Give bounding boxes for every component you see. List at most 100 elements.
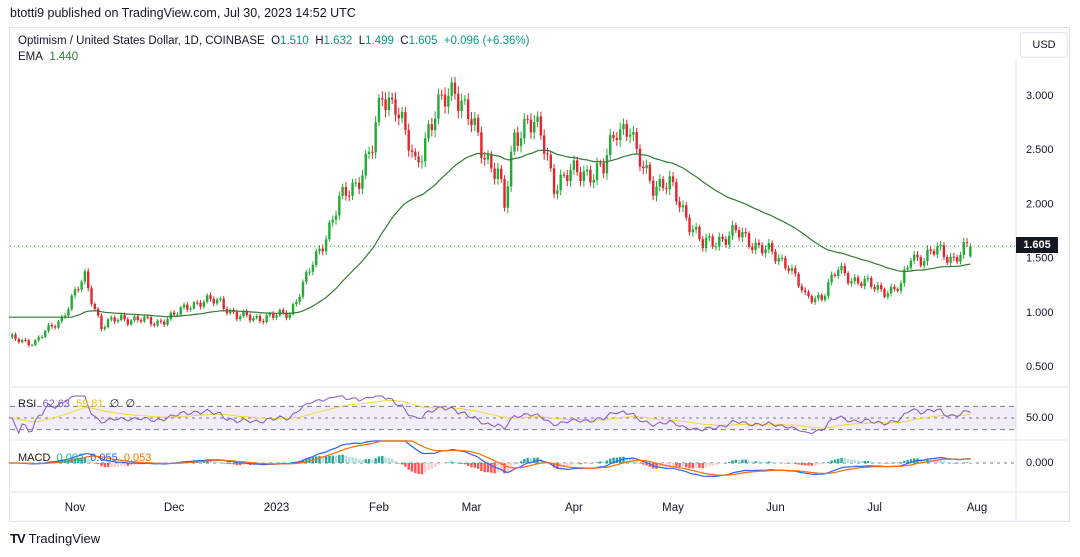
candle — [576, 156, 579, 176]
time-tick-label: 2023 — [264, 502, 290, 514]
macd-histogram-bar — [321, 456, 324, 463]
candle — [889, 283, 893, 297]
macd-histogram-bar — [959, 463, 962, 464]
time-tick-label: Feb — [369, 502, 389, 514]
candle-body — [817, 294, 820, 299]
macd-histogram-bar — [698, 463, 701, 468]
candle — [870, 275, 873, 289]
candle — [529, 113, 533, 139]
candle-body — [120, 314, 123, 320]
candle-body — [404, 112, 407, 130]
macd-histogram-bar — [879, 462, 883, 463]
candle — [390, 92, 394, 105]
candle-body — [440, 94, 443, 96]
candle-body — [338, 195, 341, 216]
candle — [437, 88, 440, 125]
macd-histogram-bar — [790, 463, 794, 464]
candle — [470, 112, 473, 133]
rsi-axis-label: 50.00 — [1026, 412, 1054, 424]
candle — [503, 175, 506, 212]
candle — [652, 176, 655, 201]
macd-histogram-bar — [609, 458, 612, 463]
candle-body — [860, 283, 863, 287]
candle-body — [889, 286, 893, 294]
candle-body — [377, 98, 381, 123]
currency-button[interactable]: USD — [1020, 32, 1068, 58]
candle — [149, 314, 153, 327]
macd-histogram-bar — [526, 457, 529, 463]
candle — [427, 120, 430, 143]
published-by-text: btotti9 published on TradingView.com, Ju… — [10, 6, 356, 20]
macd-histogram-bar — [397, 463, 400, 464]
macd-histogram — [11, 454, 972, 475]
macd-histogram-bar — [830, 460, 833, 463]
candle — [767, 239, 771, 254]
macd-label: MACD — [18, 452, 51, 464]
price-tick-label: 1.500 — [1026, 253, 1054, 265]
macd-histogram-bar — [582, 463, 586, 464]
candle — [747, 231, 751, 249]
candle — [129, 318, 133, 326]
candle-body — [354, 182, 358, 184]
candle-body — [916, 254, 919, 258]
candle — [790, 264, 794, 275]
candle-body — [169, 312, 173, 320]
candle — [837, 267, 840, 280]
candle — [873, 284, 876, 292]
macd-histogram-bar — [100, 463, 103, 467]
candle — [833, 272, 837, 278]
macd-histogram-bar — [840, 457, 843, 463]
candle — [929, 245, 932, 255]
candle — [552, 163, 556, 199]
candle-body — [110, 317, 113, 320]
candle — [159, 318, 163, 324]
candle — [777, 254, 780, 266]
candle-body — [252, 317, 255, 321]
macd-histogram-bar — [952, 463, 956, 464]
macd-histogram-bar — [671, 463, 675, 466]
candle-body — [357, 182, 361, 189]
macd-histogram-bar — [357, 459, 361, 463]
candle-body — [258, 316, 262, 322]
candle — [876, 281, 880, 293]
candle — [860, 281, 863, 289]
candle-body — [248, 315, 252, 321]
macd-histogram-bar — [658, 463, 662, 469]
candle-body — [764, 249, 767, 254]
candle — [433, 111, 437, 138]
candle — [354, 178, 358, 187]
candle — [813, 295, 817, 306]
rsi-line — [8, 395, 971, 435]
candle — [922, 258, 926, 269]
rsi-empty-1: ∅ — [109, 398, 120, 410]
candle-body — [470, 119, 473, 126]
candle — [318, 245, 321, 255]
candle — [116, 318, 120, 324]
candle-body — [946, 257, 949, 263]
candle-body — [685, 205, 688, 218]
candle — [589, 165, 592, 187]
candle-body — [899, 283, 903, 291]
macd-histogram-bar — [886, 463, 889, 464]
candle-body — [609, 134, 612, 156]
macd-histogram-bar — [645, 463, 648, 466]
close-label: C — [400, 35, 409, 47]
candle-body — [113, 317, 116, 322]
candle-body — [288, 314, 291, 318]
candle — [559, 169, 562, 196]
macd-histogram-bar — [566, 463, 569, 468]
macd-histogram-bar — [351, 457, 354, 463]
candle — [314, 248, 318, 268]
candle-body — [430, 124, 434, 131]
candle-body — [886, 293, 889, 297]
macd-histogram-bar — [229, 463, 232, 465]
macd-histogram-bar — [219, 462, 222, 463]
macd-histogram-bar — [883, 463, 886, 464]
candle-body — [255, 316, 258, 318]
macd-histogram-bar — [774, 462, 777, 463]
candle-body — [704, 237, 708, 249]
macd-histogram-bar — [123, 463, 126, 466]
candle-body — [166, 319, 169, 325]
macd-histogram-bar — [96, 463, 100, 465]
